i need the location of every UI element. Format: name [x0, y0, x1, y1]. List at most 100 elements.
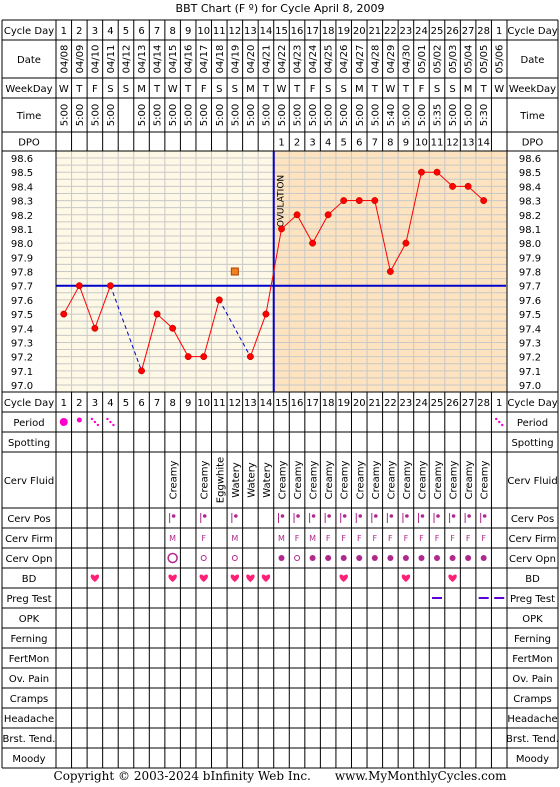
- time-cell: 5:00: [401, 104, 412, 126]
- cycle2-cell: 19: [337, 398, 350, 409]
- cerv-fluid-cell: Creamy: [402, 461, 413, 500]
- cycle-cell: 26: [446, 26, 459, 37]
- cerv-pos-dot: [420, 514, 425, 518]
- cerv-pos-dot: [405, 514, 409, 518]
- cerv-pos-dot: [436, 514, 440, 518]
- temp-point: [278, 225, 285, 233]
- bd-heart-icon: [246, 574, 255, 582]
- time-cell: 5:00: [293, 104, 304, 126]
- y-tick-right: 97.1: [519, 367, 541, 378]
- date-cell: 04/12: [121, 45, 132, 74]
- weekday-cell: M: [355, 84, 364, 95]
- bd-heart-icon: [199, 574, 208, 582]
- cycle-cell: 21: [368, 26, 381, 37]
- cycle-cell: 10: [197, 26, 210, 37]
- cycle2-cell: 14: [260, 398, 273, 409]
- row-label-weekday: WeekDay: [5, 84, 52, 95]
- row-label-right-cycle: Cycle Day: [507, 26, 557, 37]
- cycle2-cell: 10: [197, 398, 210, 409]
- row-label-spotting: Spotting: [8, 438, 50, 449]
- y-tick-right: 98.5: [519, 168, 541, 179]
- time-cell: 5:00: [277, 104, 288, 126]
- time-cell: 5:00: [324, 104, 335, 126]
- date-cell: 04/17: [199, 45, 210, 74]
- row-label-right-fluid: Cerv Fluid: [507, 476, 557, 487]
- cycle-cell: 20: [353, 26, 366, 37]
- cerv-fluid-cell: Creamy: [449, 461, 460, 500]
- bd-heart-icon: [168, 574, 177, 582]
- time-cell: 5:00: [308, 104, 319, 126]
- cycle-cell: 3: [92, 26, 98, 37]
- cerv-firm-cell: F: [466, 534, 471, 543]
- date-cell: 04/29: [386, 45, 397, 74]
- weekday-cell: F: [201, 84, 207, 95]
- cycle2-cell: 28: [477, 398, 490, 409]
- date-cell: 05/01: [417, 45, 428, 74]
- cerv-fluid-cell: Eggwhite: [215, 457, 226, 503]
- temp-point: [386, 268, 394, 275]
- temp-point: [449, 182, 457, 190]
- dpo-cell: 10: [415, 138, 428, 149]
- cycle2-cell: 27: [462, 398, 475, 409]
- weekday-cell: S: [123, 84, 129, 95]
- site-link[interactable]: www.MyMonthlyCycles.com: [334, 769, 507, 783]
- temp-segment: [389, 242, 407, 272]
- y-tick-right: 98.6: [519, 154, 541, 165]
- date-cell: 04/10: [90, 45, 101, 74]
- temp-point: [371, 197, 379, 205]
- y-tick-left: 98.6: [11, 154, 33, 165]
- row-label-right-headache: Headache: [507, 714, 557, 725]
- time-cell: 5:00: [184, 104, 195, 126]
- temp-segment: [436, 171, 453, 187]
- temp-point: [138, 367, 145, 375]
- cerv-opn-dot: [340, 555, 347, 561]
- cerv-pos-dot: [171, 514, 176, 518]
- cerv-opn-dot: [465, 555, 472, 561]
- dpo-cell: 1: [278, 138, 284, 149]
- row-label-right-bd: BD: [525, 574, 540, 585]
- temp-point: [75, 282, 83, 290]
- date-cell: 04/22: [277, 45, 288, 74]
- row-label-right-time: Time: [519, 111, 544, 122]
- cycle-cell: 25: [431, 26, 444, 37]
- bd-heart-icon: [401, 574, 411, 582]
- date-cell: 04/26: [339, 45, 350, 74]
- cerv-pos-dot: [280, 514, 285, 518]
- temp-point: [60, 310, 68, 318]
- cerv-firm-cell: F: [201, 534, 206, 543]
- date-cell: 04/11: [106, 45, 117, 74]
- y-tick-right: 97.9: [519, 253, 541, 264]
- cerv-pos-dot: [202, 514, 207, 518]
- y-tick-left: 97.5: [11, 310, 33, 321]
- weekday-cell: S: [434, 84, 440, 95]
- time-cell: 5:00: [370, 104, 381, 126]
- bd-heart-icon: [90, 574, 100, 582]
- temp-point: [169, 324, 177, 332]
- cycle-cell: 15: [275, 26, 288, 37]
- date-cell: 05/04: [464, 45, 475, 74]
- time-cell: 5:30: [479, 104, 490, 126]
- date-cell: 04/28: [370, 45, 381, 74]
- bd-heart-icon: [339, 574, 348, 582]
- row-label-right-fertmon: FertMon: [512, 654, 552, 665]
- time-cell: 5:00: [339, 104, 350, 126]
- date-cell: 05/05: [479, 45, 490, 74]
- time-cell: 5:00: [215, 104, 226, 126]
- temp-segment: [281, 214, 298, 230]
- row-label-cycle2: Cycle Day: [4, 398, 54, 409]
- weekday-cell: T: [184, 84, 192, 95]
- cycle-cell: 27: [462, 26, 475, 37]
- cycle-cell: 1: [61, 26, 67, 37]
- weekday-cell: W: [385, 84, 395, 95]
- row-label-cycle: Cycle Day: [4, 26, 54, 37]
- cycle2-cell: 11: [213, 398, 226, 409]
- cerv-pos-dot: [311, 514, 316, 518]
- time-cell: 5:00: [246, 104, 257, 126]
- time-cell: 5:00: [448, 104, 459, 126]
- chart-title: BBT Chart (F º) for Cycle April 8, 2009: [175, 2, 385, 15]
- cerv-opn-large: [167, 552, 178, 564]
- cerv-firm-cell: F: [450, 534, 455, 543]
- y-tick-right: 98.2: [519, 211, 541, 222]
- time-cell: 5:00: [230, 104, 241, 126]
- date-cell: 04/13: [137, 45, 148, 74]
